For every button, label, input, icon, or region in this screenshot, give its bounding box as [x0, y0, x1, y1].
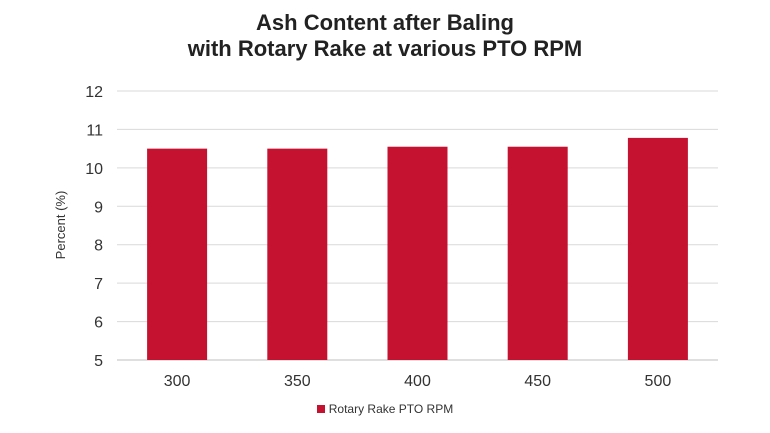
y-tick-label: 8	[94, 238, 103, 255]
chart-title-line-1: Ash Content after Baling	[256, 10, 514, 35]
y-tick-label: 6	[94, 315, 103, 332]
legend-swatch	[316, 404, 325, 413]
y-tick-label: 12	[85, 84, 103, 101]
y-tick-label: 9	[94, 199, 103, 216]
chart-title-line-2: with Rotary Rake at various PTO RPM	[187, 36, 583, 61]
y-axis-label: Percent (%)	[53, 191, 68, 260]
y-tick-labels: 5 6 7 8 9 10 11 12	[85, 84, 103, 370]
bar-300	[147, 148, 208, 360]
legend-label: Rotary Rake PTO RPM	[328, 402, 454, 416]
legend: Rotary Rake PTO RPM	[0, 402, 770, 416]
y-tick-label: 10	[85, 161, 103, 178]
bar-350	[267, 148, 328, 360]
y-tick-label: 7	[94, 276, 103, 293]
chart-title: Ash Content after Baling with Rotary Rak…	[0, 10, 770, 62]
x-tick-labels: 300 350 400 450 500	[164, 373, 672, 390]
x-tick-label: 350	[284, 373, 311, 390]
bar-400	[387, 146, 448, 360]
bars	[147, 137, 688, 360]
y-tick-label: 5	[94, 353, 103, 370]
x-tick-label: 450	[524, 373, 551, 390]
x-tick-label: 300	[164, 373, 191, 390]
y-tick-label: 11	[86, 122, 103, 139]
x-tick-label: 500	[645, 373, 672, 390]
bar-450	[507, 146, 568, 360]
x-tick-label: 400	[404, 373, 431, 390]
bar-500	[627, 137, 688, 360]
